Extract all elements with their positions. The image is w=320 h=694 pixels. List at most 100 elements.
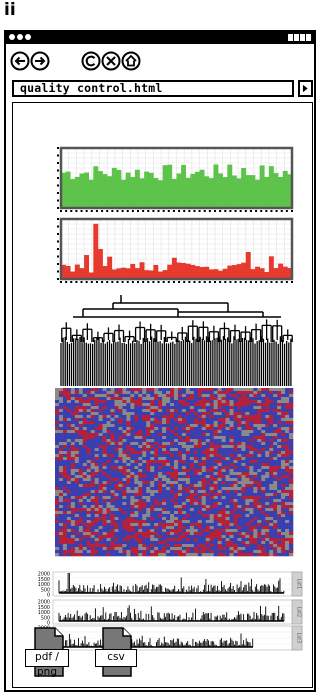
heatmap-cell (70, 526, 76, 530)
heatmap-cell (189, 388, 195, 392)
heatmap-cell (285, 547, 290, 551)
heatmap-cell (90, 541, 95, 545)
heatmap-cell (110, 514, 115, 518)
heatmap-cell (229, 475, 234, 479)
heatmap-cell (154, 409, 159, 413)
heatmap-cell (181, 433, 187, 437)
bar (107, 176, 113, 208)
heatmap-cell (289, 433, 294, 437)
heatmap-cell (142, 469, 147, 473)
download-pdf-png[interactable]: pdf / png (25, 627, 69, 679)
heatmap-cell (213, 454, 218, 458)
heatmap-cell (66, 478, 72, 482)
address-bar[interactable]: quality control.html (12, 80, 294, 97)
heatmap-cell (158, 514, 163, 518)
heatmap-cell (289, 481, 294, 485)
heatmap-cell (142, 538, 147, 542)
go-icon[interactable] (298, 80, 313, 97)
heatmap-cell (189, 403, 195, 407)
heatmap-cell (142, 529, 147, 533)
heatmap-cell (74, 454, 80, 458)
heatmap-cell (233, 418, 238, 422)
heatmap-cell (213, 484, 218, 488)
copyright-icon[interactable] (81, 51, 101, 71)
heatmap-cell (205, 436, 210, 440)
forward-arrow-icon[interactable] (30, 51, 50, 71)
heatmap-cell (138, 502, 143, 506)
heatmap-cell (209, 397, 214, 401)
heatmap-cell (217, 538, 222, 542)
heatmap-cell (130, 430, 135, 434)
heatmap-cell (166, 514, 171, 518)
heatmap-cell (62, 418, 68, 422)
bar (65, 171, 71, 208)
heatmap-cell (181, 454, 187, 458)
heatmap-cell (225, 421, 230, 425)
heatmap-cell (265, 403, 270, 407)
bar (259, 165, 265, 208)
heatmap-cell (285, 490, 290, 494)
heatmap-cell (102, 451, 107, 455)
back-arrow-icon[interactable] (10, 51, 30, 71)
heatmap-cell (94, 484, 99, 488)
heatmap-cell (90, 481, 95, 485)
x-tick (244, 210, 247, 212)
heatmap-cell (253, 409, 258, 413)
heatmap-cell (217, 391, 222, 395)
heatmap-cell (233, 415, 238, 419)
heatmap-cell (142, 517, 147, 521)
heatmap-cell (122, 406, 127, 410)
heatmap-cell (62, 484, 68, 488)
download-csv[interactable]: csv (95, 627, 137, 679)
heatmap-cell (170, 445, 175, 449)
heatmap-cell (174, 391, 179, 395)
heatmap-cell (154, 520, 159, 524)
heatmap-cell (126, 421, 131, 425)
heatmap-cell (162, 541, 167, 545)
heatmap-cell (162, 430, 167, 434)
heatmap-cell (289, 535, 294, 539)
heatmap-cell (285, 523, 290, 527)
heatmap-cell (78, 445, 84, 449)
heatmap-cell (285, 502, 290, 506)
heatmap-cell (209, 490, 214, 494)
heatmap-cell (158, 481, 163, 485)
heatmap-cell (213, 475, 218, 479)
heatmap-cell (130, 499, 135, 503)
heatmap-cell (134, 472, 139, 476)
home-icon[interactable] (121, 51, 141, 71)
heatmap-cell (233, 514, 238, 518)
heatmap-cell (102, 430, 107, 434)
heatmap-cell (102, 412, 107, 416)
heatmap-cell (237, 466, 242, 470)
heatmap-cell (170, 514, 175, 518)
heatmap-cell (90, 490, 95, 494)
heatmap-cell (62, 535, 68, 539)
heatmap-cell (146, 472, 151, 476)
heatmap-cell (241, 553, 246, 557)
stop-icon[interactable] (101, 51, 121, 71)
bar (278, 177, 284, 208)
heatmap-cell (277, 418, 282, 422)
heatmap-cell (285, 508, 290, 512)
heatmap-cell (138, 442, 143, 446)
heatmap-cell (273, 490, 278, 494)
heatmap-cell (253, 532, 258, 536)
heatmap-cell (70, 421, 76, 425)
heatmap-cell (197, 484, 203, 488)
heatmap-cell (70, 469, 76, 473)
heatmap-cell (134, 511, 139, 515)
heatmap-cell (205, 544, 210, 548)
heatmap-cell (209, 421, 214, 425)
heatmap-cell (281, 421, 286, 425)
bar (231, 175, 237, 208)
heatmap-cell (229, 511, 234, 515)
heatmap-cell (126, 394, 131, 398)
heatmap-cell (189, 418, 195, 422)
bar (255, 266, 260, 279)
heatmap-cell (273, 478, 278, 482)
heatmap-cell (98, 475, 103, 479)
heatmap-cell (261, 442, 266, 446)
heatmap-cell (185, 553, 191, 557)
heatmap-cell (221, 445, 226, 449)
